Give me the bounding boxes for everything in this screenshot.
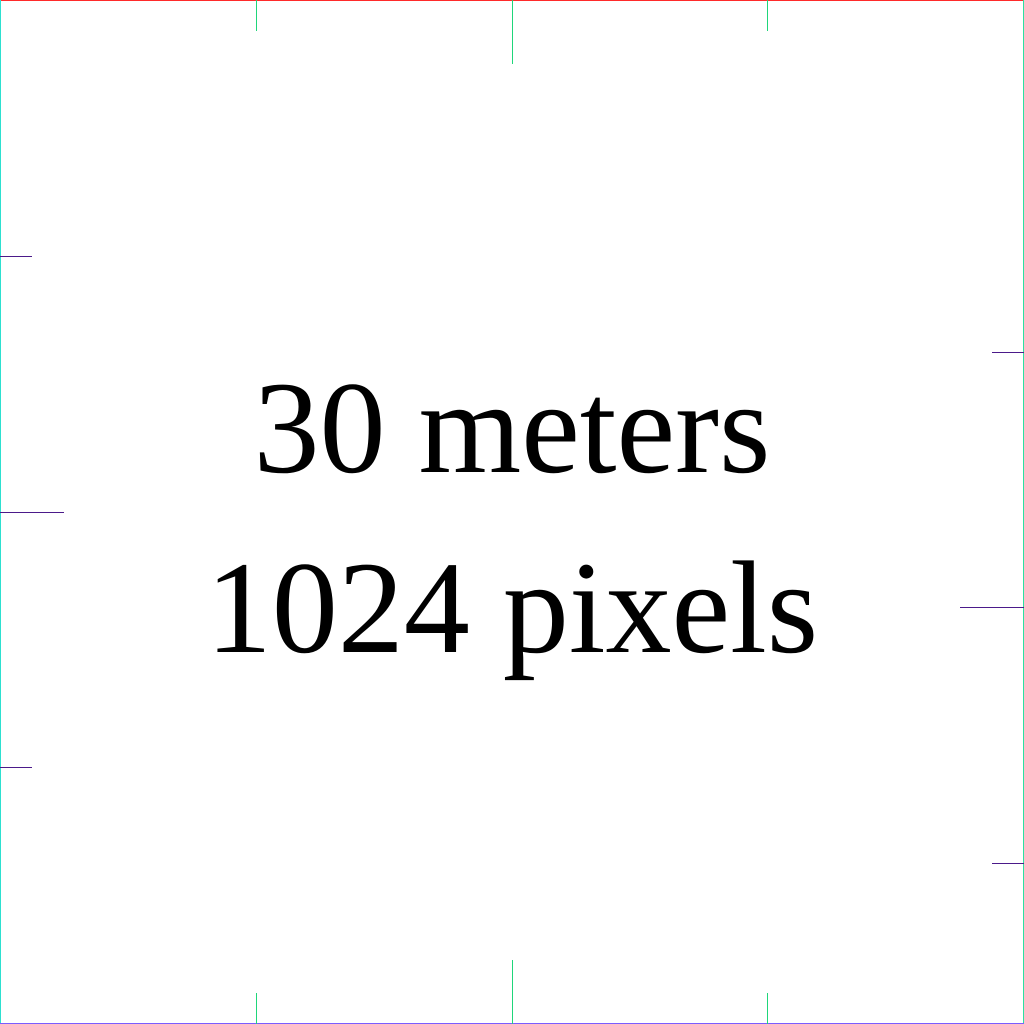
left-tick-three-quarter: [0, 767, 32, 768]
bottom-tick-quarter: [256, 993, 257, 1024]
top-tick-quarter: [256, 0, 257, 31]
right-tick-lower: [992, 863, 1024, 864]
top-tick-center: [512, 0, 513, 64]
distance-label: 30 meters: [253, 354, 771, 501]
scale-label: 30 meters 1024 pixels: [0, 338, 1024, 698]
bottom-tick-center: [512, 960, 513, 1024]
pixel-size-label: 1024 pixels: [205, 534, 819, 681]
top-border-line: [0, 0, 1024, 1]
left-tick-quarter: [0, 256, 32, 257]
top-tick-three-quarter: [767, 0, 768, 31]
bottom-tick-three-quarter: [767, 993, 768, 1024]
